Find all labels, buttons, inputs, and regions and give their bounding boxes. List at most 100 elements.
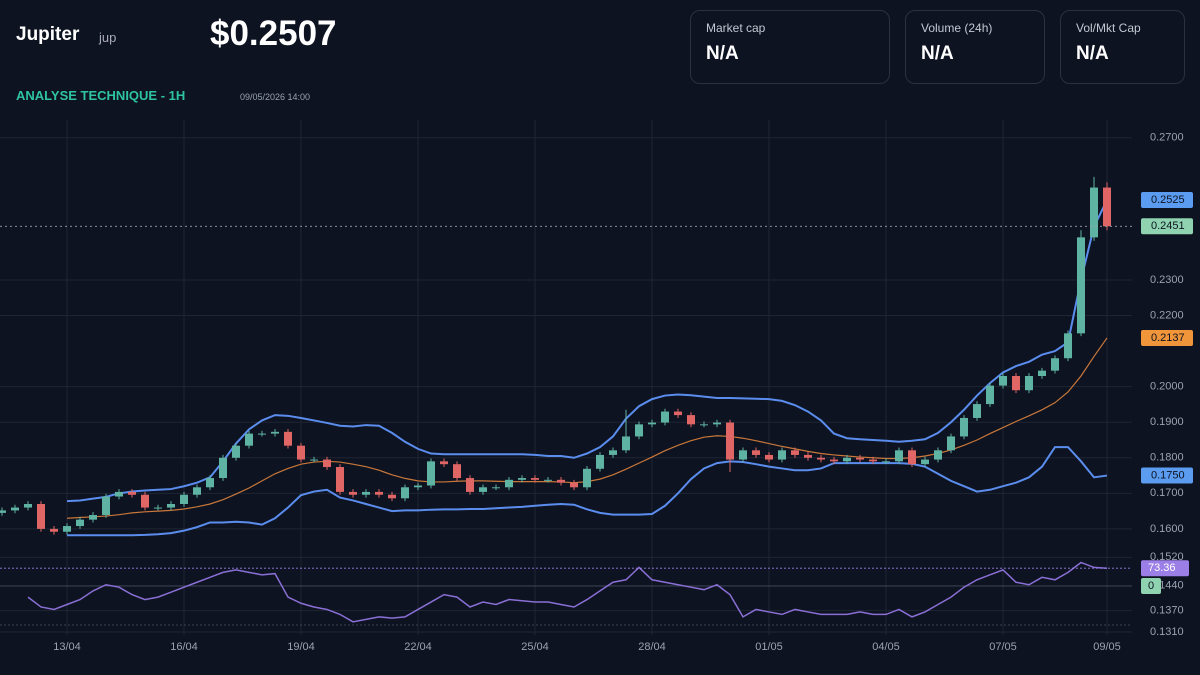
card-label: Market cap — [706, 21, 766, 35]
candle-body — [440, 461, 448, 465]
card-label: Volume (24h) — [921, 21, 993, 35]
rsi-marker — [1141, 560, 1189, 577]
candle-body — [167, 504, 175, 508]
candle-body — [700, 424, 708, 426]
card: Market cap N/A — [690, 10, 890, 84]
candle-body — [297, 445, 305, 460]
candle-body — [505, 479, 513, 488]
rsi-line — [27, 561, 1108, 623]
candle-body — [453, 464, 461, 479]
candle-body — [908, 450, 916, 465]
candle-body — [479, 487, 487, 492]
price-marker — [1141, 192, 1193, 208]
candle-body — [63, 526, 71, 532]
candle-body — [739, 450, 747, 460]
price-marker-label: 0.2137 — [1151, 332, 1185, 344]
candle-body — [674, 411, 682, 416]
candle-body — [830, 459, 838, 462]
candle-body — [310, 459, 318, 461]
candle-body — [193, 487, 201, 495]
candle-body — [895, 450, 903, 462]
candle-body — [999, 376, 1007, 386]
candle-body — [336, 467, 344, 492]
candle-body — [921, 459, 929, 465]
candle-body — [323, 459, 331, 468]
candle-body — [713, 422, 721, 425]
price-marker — [1141, 329, 1193, 346]
candle-body — [466, 478, 474, 492]
candle-body — [414, 485, 422, 488]
candle-body — [856, 457, 864, 460]
candle-body — [37, 504, 45, 529]
coin-name: Jupiter — [16, 24, 80, 45]
candle-body — [635, 424, 643, 437]
price-marker — [1141, 218, 1193, 235]
rsi-marker-label: 73.36 — [1148, 562, 1176, 574]
x-tick-label: 16/04 — [170, 641, 198, 653]
price-marker — [1141, 467, 1193, 484]
x-tick-label: 04/05 — [872, 641, 900, 653]
price-marker-label: 0.2525 — [1151, 194, 1185, 206]
candle-body — [752, 450, 760, 455]
candle-body — [648, 422, 656, 425]
candle-body — [11, 507, 19, 511]
candle-body — [622, 436, 630, 451]
candle-body — [1064, 333, 1072, 359]
y-tick-label: 0.1900 — [1150, 416, 1184, 428]
upper-band — [66, 199, 1108, 503]
candle-body — [492, 487, 500, 489]
candle-body — [570, 482, 578, 488]
candle-body — [128, 491, 136, 495]
coin-symbol: jup — [99, 30, 117, 45]
candle-body — [986, 385, 994, 405]
y-tick-label: 0.2200 — [1150, 309, 1184, 321]
signal-label: 0 — [1148, 580, 1154, 592]
candle-body — [804, 454, 812, 458]
candle-body — [765, 454, 773, 460]
candle-body — [76, 519, 84, 527]
candle-body — [180, 494, 188, 504]
candle-body — [0, 510, 6, 513]
candle-body — [362, 491, 370, 495]
candle-body — [206, 478, 214, 488]
x-tick-label: 28/04 — [638, 641, 666, 653]
x-tick-label: 13/04 — [53, 641, 81, 653]
candle-body — [531, 478, 539, 480]
candle-body — [427, 461, 435, 486]
candle-body — [154, 507, 162, 509]
timestamp: 09/05/2026 14:00 — [240, 92, 311, 102]
candle-body — [817, 457, 825, 460]
candle-body — [973, 404, 981, 418]
x-tick-label: 07/05 — [989, 641, 1017, 653]
y-tick-label: 0.1700 — [1150, 487, 1184, 499]
x-tick-label: 09/05 — [1093, 641, 1121, 653]
candle-body — [50, 528, 58, 532]
candle-body — [89, 515, 97, 520]
candle-body — [349, 491, 357, 495]
candle-body — [960, 417, 968, 437]
y-tick-label: 0.1800 — [1150, 452, 1184, 464]
middle-band — [66, 337, 1108, 519]
candle-body — [1051, 358, 1059, 371]
candle-body — [778, 450, 786, 460]
candle-body — [596, 454, 604, 469]
candle-body — [232, 445, 240, 458]
card: Vol/Mkt Cap N/A — [1060, 10, 1185, 84]
y-tick-label: 0.2000 — [1150, 381, 1184, 393]
candle-body — [791, 450, 799, 455]
card: Volume (24h) N/A — [905, 10, 1045, 84]
price-marker-label: 0.1750 — [1151, 469, 1185, 481]
candle-body — [934, 450, 942, 460]
candle-body — [24, 504, 32, 508]
y-tick-label: 0.1370 — [1150, 605, 1184, 617]
y-tick-label: 0.1600 — [1150, 523, 1184, 535]
candle-body — [1012, 376, 1020, 391]
candle-body — [245, 433, 253, 446]
candle-body — [1077, 237, 1085, 334]
candle-body — [1025, 376, 1033, 391]
candle-body — [544, 479, 552, 481]
y-tick-label: 0.2300 — [1150, 274, 1184, 286]
lower-band — [67, 446, 1108, 537]
